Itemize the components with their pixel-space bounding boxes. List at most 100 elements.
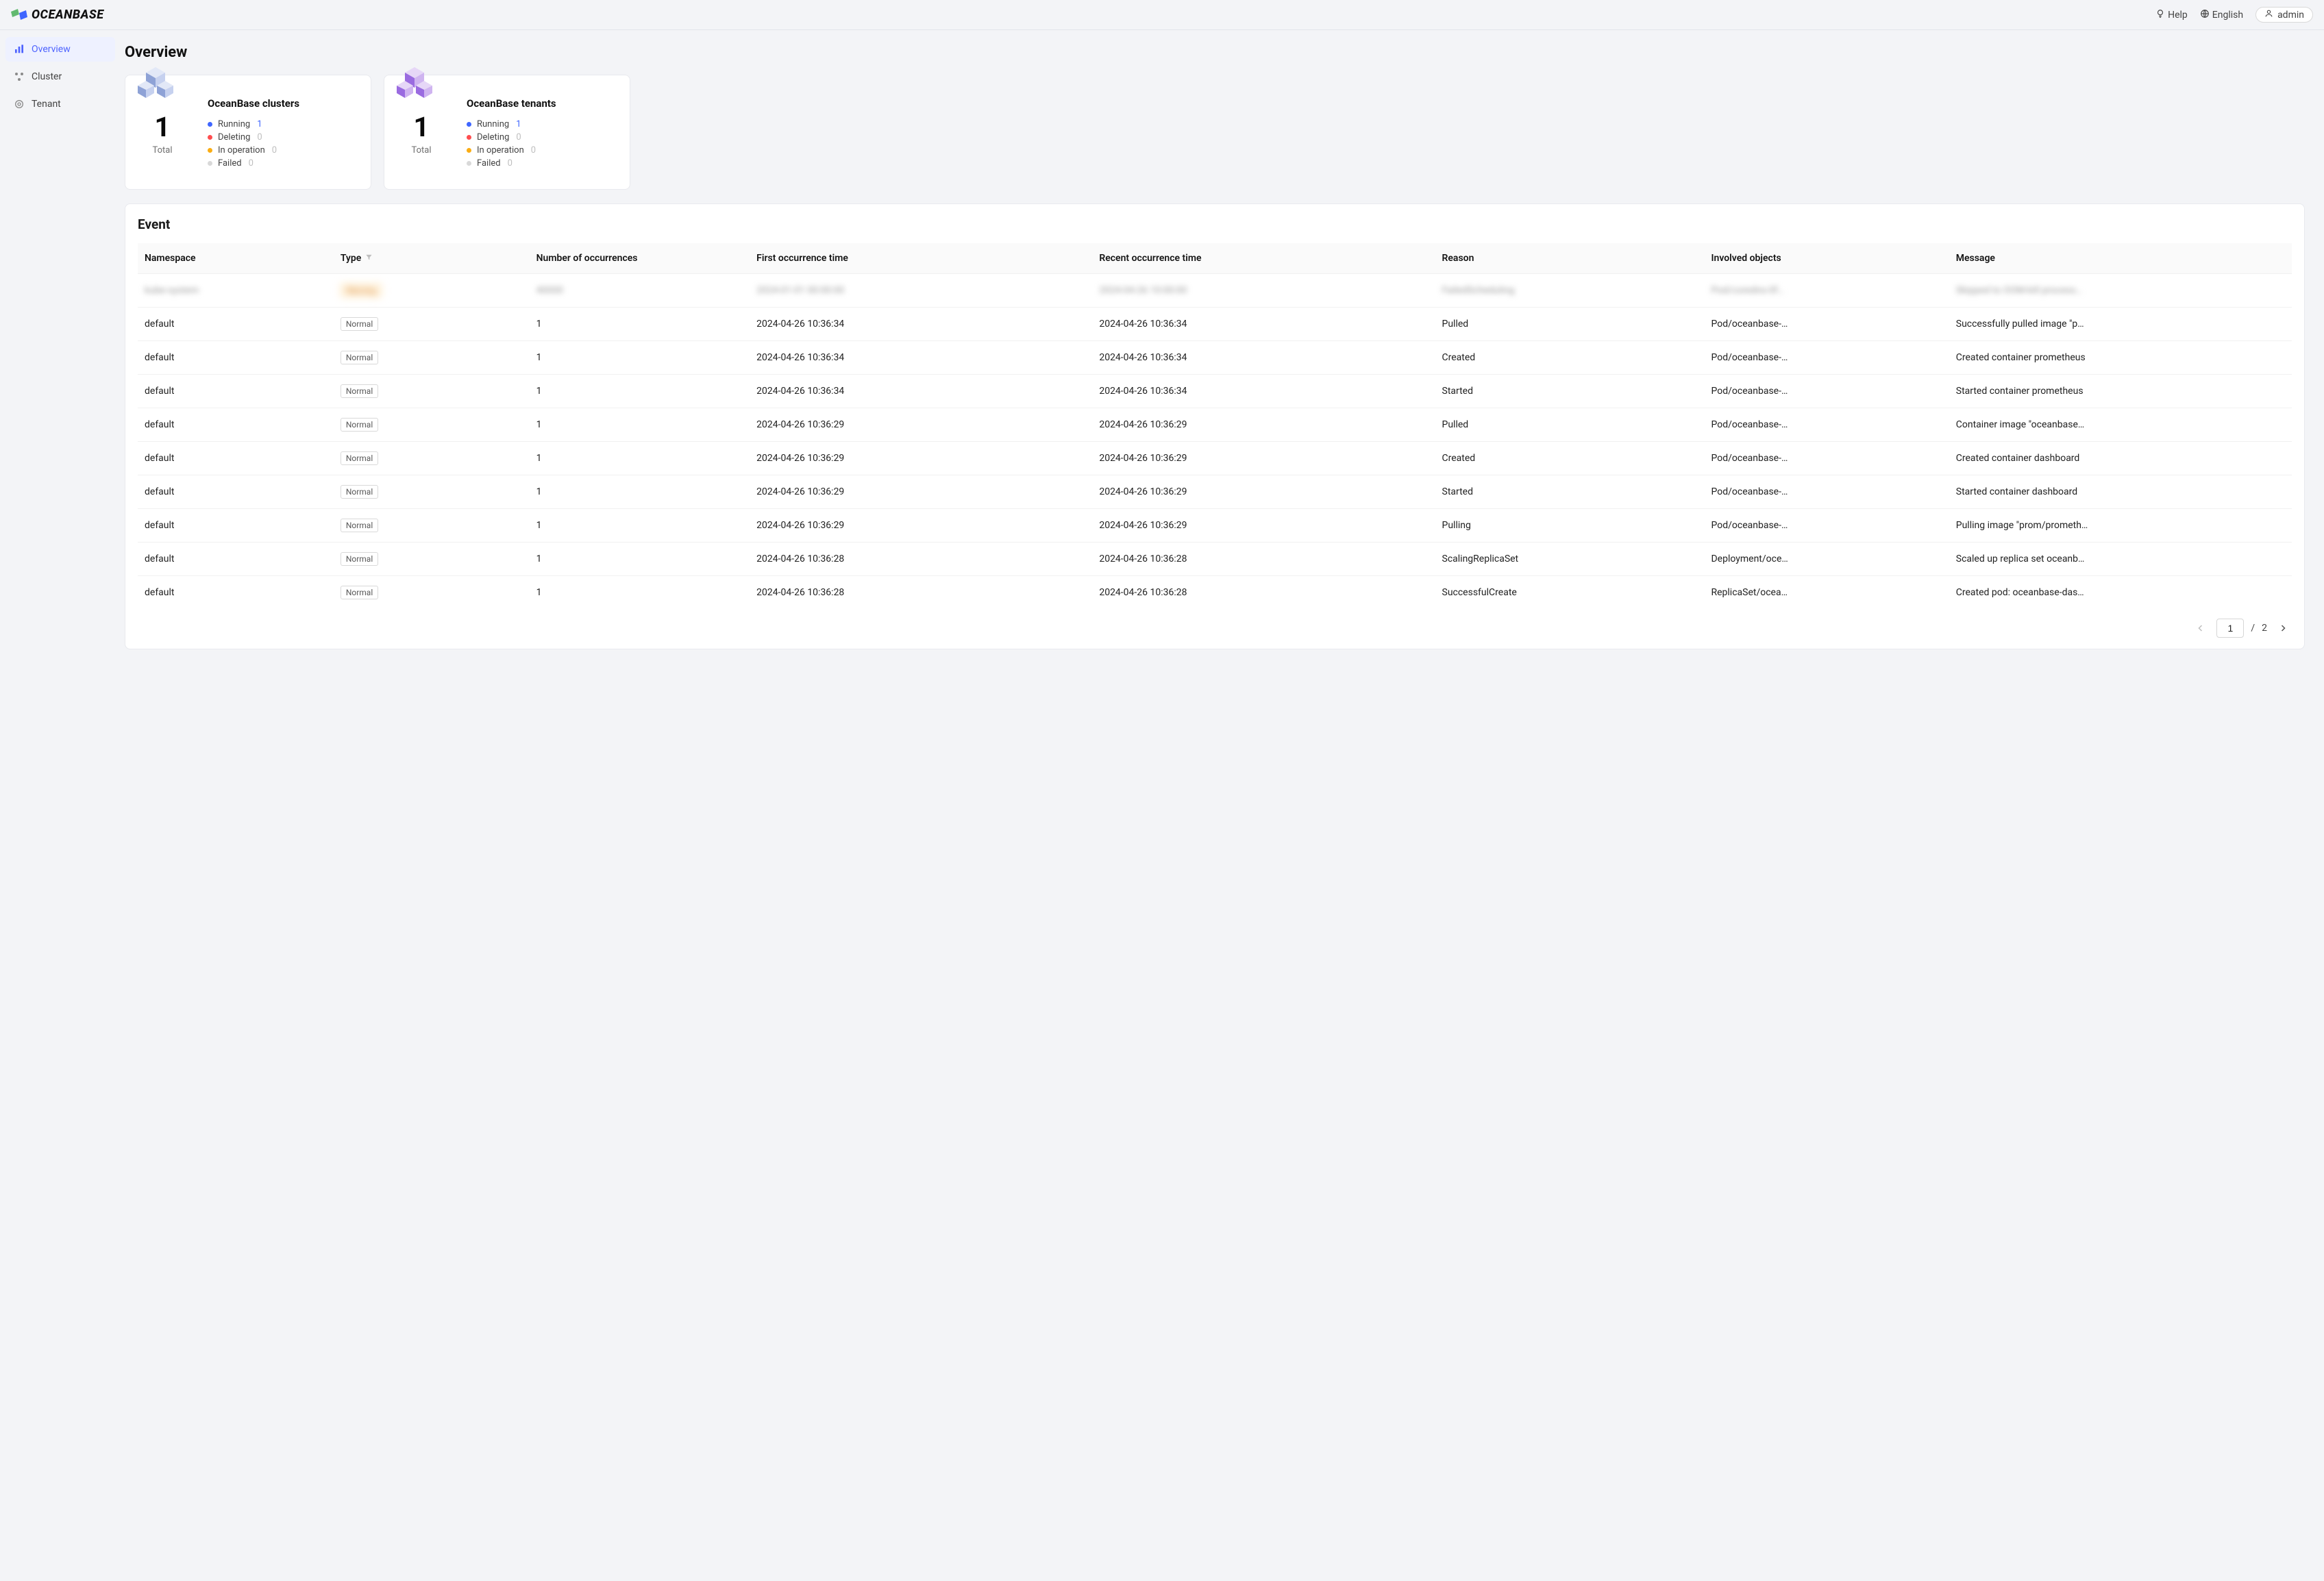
summary-card-clusters: 1 Total OceanBase clusters Running 1 Del…: [125, 75, 371, 190]
pager-prev-button[interactable]: [2192, 619, 2210, 638]
card-total-block: 1 Total: [142, 97, 183, 171]
sidebar-item-label: Overview: [32, 44, 71, 55]
cell-objects: Deployment/oce…: [1704, 543, 1949, 576]
card-total-value: 1: [155, 114, 171, 141]
cell-type: Normal: [334, 475, 530, 509]
col-type[interactable]: Type: [334, 243, 530, 274]
cell-first-time: 2024-04-26 10:36:34: [750, 341, 1092, 375]
cell-namespace: kube-system: [138, 274, 334, 308]
status-dot-icon: [208, 122, 212, 127]
col-label: Number of occurrences: [536, 253, 638, 264]
pager-separator: /: [2251, 623, 2255, 634]
cell-objects: Pod/oceanbase-…: [1704, 442, 1949, 475]
status-line: Running 1: [208, 119, 354, 129]
col-label: Involved objects: [1711, 253, 1781, 264]
col-label: Message: [1956, 253, 1995, 264]
cell-type: Normal: [334, 375, 530, 408]
help-label: Help: [2168, 10, 2188, 21]
cell-reason: Created: [1435, 442, 1705, 475]
status-line: Failed 0: [208, 158, 354, 169]
status-dot-icon: [208, 148, 212, 153]
table-body: kube-system Warning 40000 2024-01-01 00:…: [138, 274, 2292, 610]
status-line: Running 1: [467, 119, 613, 129]
sidebar-item-overview[interactable]: Overview: [5, 37, 115, 62]
help-link[interactable]: Help: [2155, 9, 2188, 21]
cell-namespace: default: [138, 408, 334, 442]
cell-occurrences: 1: [530, 341, 750, 375]
cell-objects: Pod/coredns-0f…: [1704, 274, 1949, 308]
status-line: Deleting 0: [208, 132, 354, 142]
bar-chart-icon: [14, 44, 25, 55]
cell-first-time: 2024-04-26 10:36:29: [750, 475, 1092, 509]
language-switch[interactable]: English: [2200, 9, 2243, 21]
status-value[interactable]: 1: [516, 119, 521, 129]
cell-recent-time: 2024-04-26 10:00:00: [1092, 274, 1435, 308]
table-row: default Normal 1 2024-04-26 10:36:34 202…: [138, 341, 2292, 375]
status-line: In operation 0: [208, 145, 354, 155]
topbar-right: Help English admin: [2155, 7, 2313, 23]
cell-reason: Pulled: [1435, 308, 1705, 341]
cell-occurrences: 1: [530, 375, 750, 408]
topbar: OCEANBASE Help English admin: [0, 0, 2324, 30]
user-menu[interactable]: admin: [2255, 7, 2313, 23]
cell-recent-time: 2024-04-26 10:36:29: [1092, 442, 1435, 475]
cell-objects: ReplicaSet/ocea…: [1704, 576, 1949, 610]
cell-reason: Started: [1435, 375, 1705, 408]
status-line: Deleting 0: [467, 132, 613, 142]
type-badge: Warning: [341, 284, 382, 297]
status-label: In operation: [477, 145, 524, 155]
type-badge: Normal: [341, 552, 378, 566]
type-badge: Normal: [341, 451, 378, 465]
sidebar-item-tenant[interactable]: Tenant: [5, 92, 115, 116]
status-value: 0: [516, 132, 521, 142]
events-panel: Event NamespaceType Number of occurrence…: [125, 203, 2305, 649]
brand-mark-icon: [11, 9, 27, 21]
cell-type: Normal: [334, 509, 530, 543]
type-badge: Normal: [341, 586, 378, 599]
cell-reason: SuccessfulCreate: [1435, 576, 1705, 610]
cell-namespace: default: [138, 308, 334, 341]
cell-first-time: 2024-04-26 10:36:28: [750, 576, 1092, 610]
cell-occurrences: 1: [530, 509, 750, 543]
cell-reason: Pulled: [1435, 408, 1705, 442]
cell-recent-time: 2024-04-26 10:36:34: [1092, 375, 1435, 408]
cell-message: Pulling image "prom/prometh…: [1949, 509, 2292, 543]
card-total-value: 1: [414, 114, 430, 141]
status-dot-icon: [467, 135, 471, 140]
cell-type: Normal: [334, 576, 530, 610]
col-recent_time: Recent occurrence time: [1092, 243, 1435, 274]
col-occurrences: Number of occurrences: [530, 243, 750, 274]
cell-occurrences: 1: [530, 442, 750, 475]
cell-occurrences: 1: [530, 576, 750, 610]
pager-current-input[interactable]: [2216, 619, 2244, 638]
cell-reason: Created: [1435, 341, 1705, 375]
col-label: First occurrence time: [756, 253, 848, 264]
sidebar: Overview Cluster Tenant: [0, 30, 121, 674]
cluster-icon: [14, 71, 25, 82]
table-row: default Normal 1 2024-04-26 10:36:29 202…: [138, 408, 2292, 442]
status-label: Running: [477, 119, 509, 129]
cell-message: Scaled up replica set oceanb…: [1949, 543, 2292, 576]
pager-next-button[interactable]: [2274, 619, 2292, 638]
cell-message: Skipped to OOM-kill process…: [1949, 274, 2292, 308]
status-label: Failed: [477, 158, 501, 169]
cell-type: Normal: [334, 341, 530, 375]
filter-icon[interactable]: [365, 253, 373, 264]
type-badge: Normal: [341, 317, 378, 331]
cell-message: Container image "oceanbase…: [1949, 408, 2292, 442]
cell-objects: Pod/oceanbase-…: [1704, 475, 1949, 509]
table-row: default Normal 1 2024-04-26 10:36:34 202…: [138, 375, 2292, 408]
status-dot-icon: [208, 161, 212, 166]
sidebar-item-cluster[interactable]: Cluster: [5, 64, 115, 89]
user-label: admin: [2277, 10, 2304, 21]
lightbulb-icon: [2155, 9, 2165, 21]
brand-logo[interactable]: OCEANBASE: [11, 8, 104, 22]
card-illustration-icon: [134, 63, 177, 107]
sidebar-item-label: Cluster: [32, 71, 62, 82]
tenant-icon: [14, 99, 25, 110]
status-label: Running: [218, 119, 250, 129]
status-value[interactable]: 1: [257, 119, 262, 129]
table-row: default Normal 1 2024-04-26 10:36:29 202…: [138, 475, 2292, 509]
cell-first-time: 2024-04-26 10:36:29: [750, 509, 1092, 543]
summary-cards: 1 Total OceanBase clusters Running 1 Del…: [125, 75, 2305, 190]
